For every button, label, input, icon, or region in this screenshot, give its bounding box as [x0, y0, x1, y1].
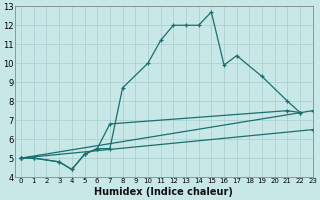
X-axis label: Humidex (Indice chaleur): Humidex (Indice chaleur)	[94, 187, 233, 197]
